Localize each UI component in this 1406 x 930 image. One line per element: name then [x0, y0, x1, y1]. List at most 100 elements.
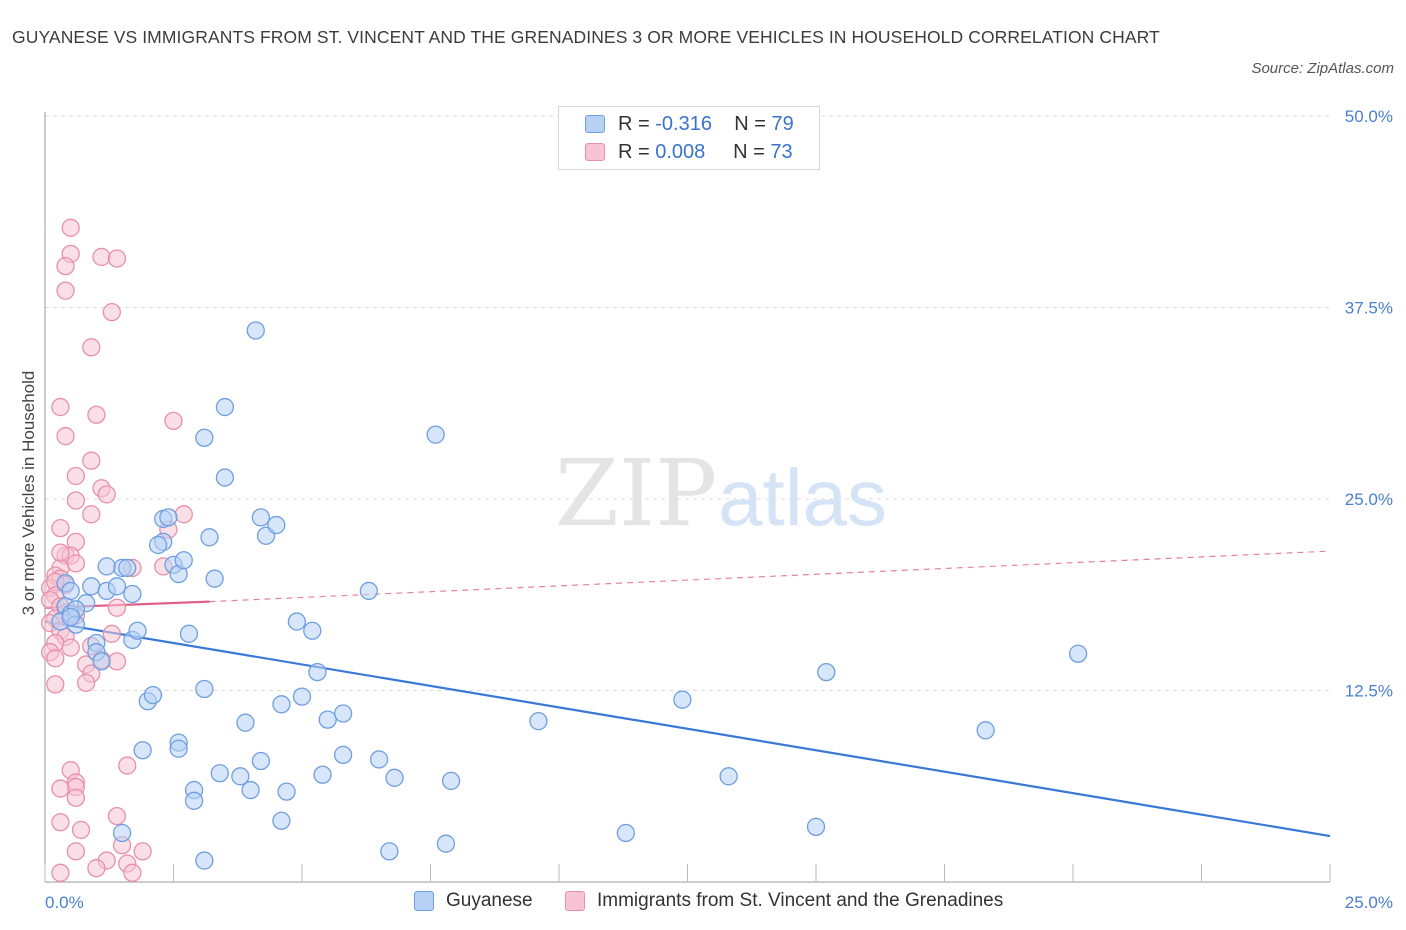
- legend-n-value: 73: [770, 141, 793, 163]
- guyanese-point-62: [441, 771, 461, 791]
- guyanese-point-70: [719, 767, 738, 786]
- guyanese-point-71: [817, 662, 836, 682]
- immigrants-point-49: [107, 652, 127, 671]
- immigrants-point-11: [164, 411, 183, 431]
- x-tick-label-0: 0.0%: [45, 893, 84, 912]
- guyanese-point-78: [118, 558, 137, 578]
- immigrants-point-3: [56, 281, 75, 300]
- immigrants-point-46: [46, 675, 65, 694]
- immigrants-point-65: [51, 813, 70, 832]
- guyanese-point-75: [112, 823, 132, 843]
- guyanese-point-28: [200, 528, 219, 547]
- watermark-zip: ZIP: [555, 440, 717, 547]
- guyanese-point-46: [318, 710, 337, 729]
- immigrants-point-40: [61, 638, 80, 657]
- guyanese-point-30: [215, 397, 235, 417]
- guyanese-point-44: [426, 425, 445, 444]
- immigrants-point-8: [51, 397, 70, 417]
- chart-title: GUYANESE VS IMMIGRANTS FROM ST. VINCENT …: [12, 27, 1160, 47]
- immigrants-point-72: [51, 543, 70, 562]
- guyanese-point-36: [246, 321, 265, 340]
- immigrants-point-24: [66, 554, 85, 573]
- guyanese-point-22: [174, 551, 193, 570]
- immigrants-point-60: [107, 806, 127, 826]
- guyanese-point-65: [380, 842, 399, 861]
- immigrants-point-17: [82, 505, 101, 524]
- guyanese-point-10: [92, 652, 111, 671]
- guyanese-point-59: [333, 745, 353, 764]
- guyanese-point-26: [179, 624, 199, 643]
- guyanese-point-40: [287, 612, 307, 631]
- watermark: ZIP atlas: [555, 440, 887, 547]
- guyanese-point-54: [231, 767, 250, 786]
- tick-labels: 12.5% 25.0% 37.5% 50.0% 0.0% 25.0%: [45, 107, 1393, 912]
- immigrants-point-57: [51, 779, 70, 798]
- y-tick-label-0: 12.5%: [1345, 682, 1393, 701]
- legend-r-value: -0.316: [655, 113, 712, 135]
- immigrants-point-51: [107, 598, 127, 617]
- legend-r-value: 0.008: [655, 141, 706, 163]
- guyanese-point-60: [369, 750, 389, 769]
- legend-n-label: N =: [733, 141, 765, 163]
- guyanese-point-67: [529, 711, 548, 731]
- immigrants-point-42: [46, 649, 65, 668]
- guyanese-point-33: [251, 508, 271, 527]
- guyanese-point-66: [436, 834, 456, 853]
- guyanese-point-72: [806, 817, 826, 836]
- guyanese-point-61: [385, 768, 404, 787]
- source-label: Source: ZipAtlas.com: [1251, 60, 1394, 77]
- x-tick-label-1: 25.0%: [1345, 893, 1393, 912]
- guyanese-point-74: [1068, 644, 1088, 663]
- immigrants-point-64: [71, 820, 91, 840]
- legend-n-label: N =: [734, 113, 766, 135]
- legend-r-label: R =: [618, 113, 650, 135]
- immigrants-point-47: [102, 624, 121, 643]
- immigrants-point-13: [66, 466, 85, 486]
- guyanese-point-63: [272, 811, 291, 830]
- guyanese-point-31: [215, 468, 235, 487]
- immigrants-point-0: [61, 218, 80, 237]
- immigrants-point-12: [82, 451, 101, 470]
- immigrants-point-68: [87, 859, 106, 878]
- guyanese-point-25: [143, 685, 163, 705]
- bottom-legend-label: Immigrants from St. Vincent and the Gren…: [597, 890, 1004, 911]
- correlation-legend: R = -0.316 N = 79 R = 0.008 N = 73: [558, 106, 820, 170]
- trend-line-immigrants-dashed: [209, 550, 1331, 603]
- immigrants-point-9: [87, 405, 106, 424]
- immigrants-point-45: [76, 673, 96, 692]
- guyanese-point-12: [107, 577, 127, 596]
- guyanese-point-41: [303, 621, 322, 640]
- y-tick-label-1: 25.0%: [1345, 490, 1393, 509]
- guyanese-point-27: [195, 428, 214, 447]
- trend-line-group-immigrants: [44, 550, 1331, 609]
- immigrants-point-69: [66, 842, 85, 861]
- axes: [44, 112, 1331, 883]
- guyanese-point-29: [205, 569, 224, 588]
- guyanese-point-77: [61, 607, 80, 627]
- y-axis-label: 3 or more Vehicles in Household: [19, 371, 38, 616]
- guyanese-point-52: [184, 791, 204, 810]
- guyanese-point-43: [359, 581, 378, 601]
- points-guyanese: [51, 321, 1088, 870]
- trend-line-group-guyanese: [44, 620, 1331, 838]
- guyanese-point-37: [195, 679, 214, 699]
- immigrants-point-6: [102, 302, 121, 322]
- bottom-legend-label: Guyanese: [446, 890, 533, 911]
- guyanese-point-16: [128, 621, 147, 640]
- immigrants-point-19: [51, 518, 70, 538]
- immigrants-point-5: [107, 249, 127, 268]
- guyanese-point-48: [133, 741, 152, 760]
- guyanese-point-35: [267, 515, 286, 535]
- watermark-atlas: atlas: [718, 453, 887, 542]
- legend-swatch-pink: [585, 143, 605, 161]
- immigrants-point-59: [118, 756, 137, 775]
- immigrants-point-10: [56, 427, 75, 446]
- points-immigrants: [40, 218, 193, 882]
- immigrants-point-58: [66, 788, 85, 807]
- immigrants-point-7: [82, 338, 101, 357]
- bottom-legend-swatch-blue: [414, 891, 434, 911]
- guyanese-point-58: [313, 765, 332, 784]
- immigrants-point-18: [174, 505, 193, 524]
- bottom-legend-swatch-pink: [565, 891, 585, 911]
